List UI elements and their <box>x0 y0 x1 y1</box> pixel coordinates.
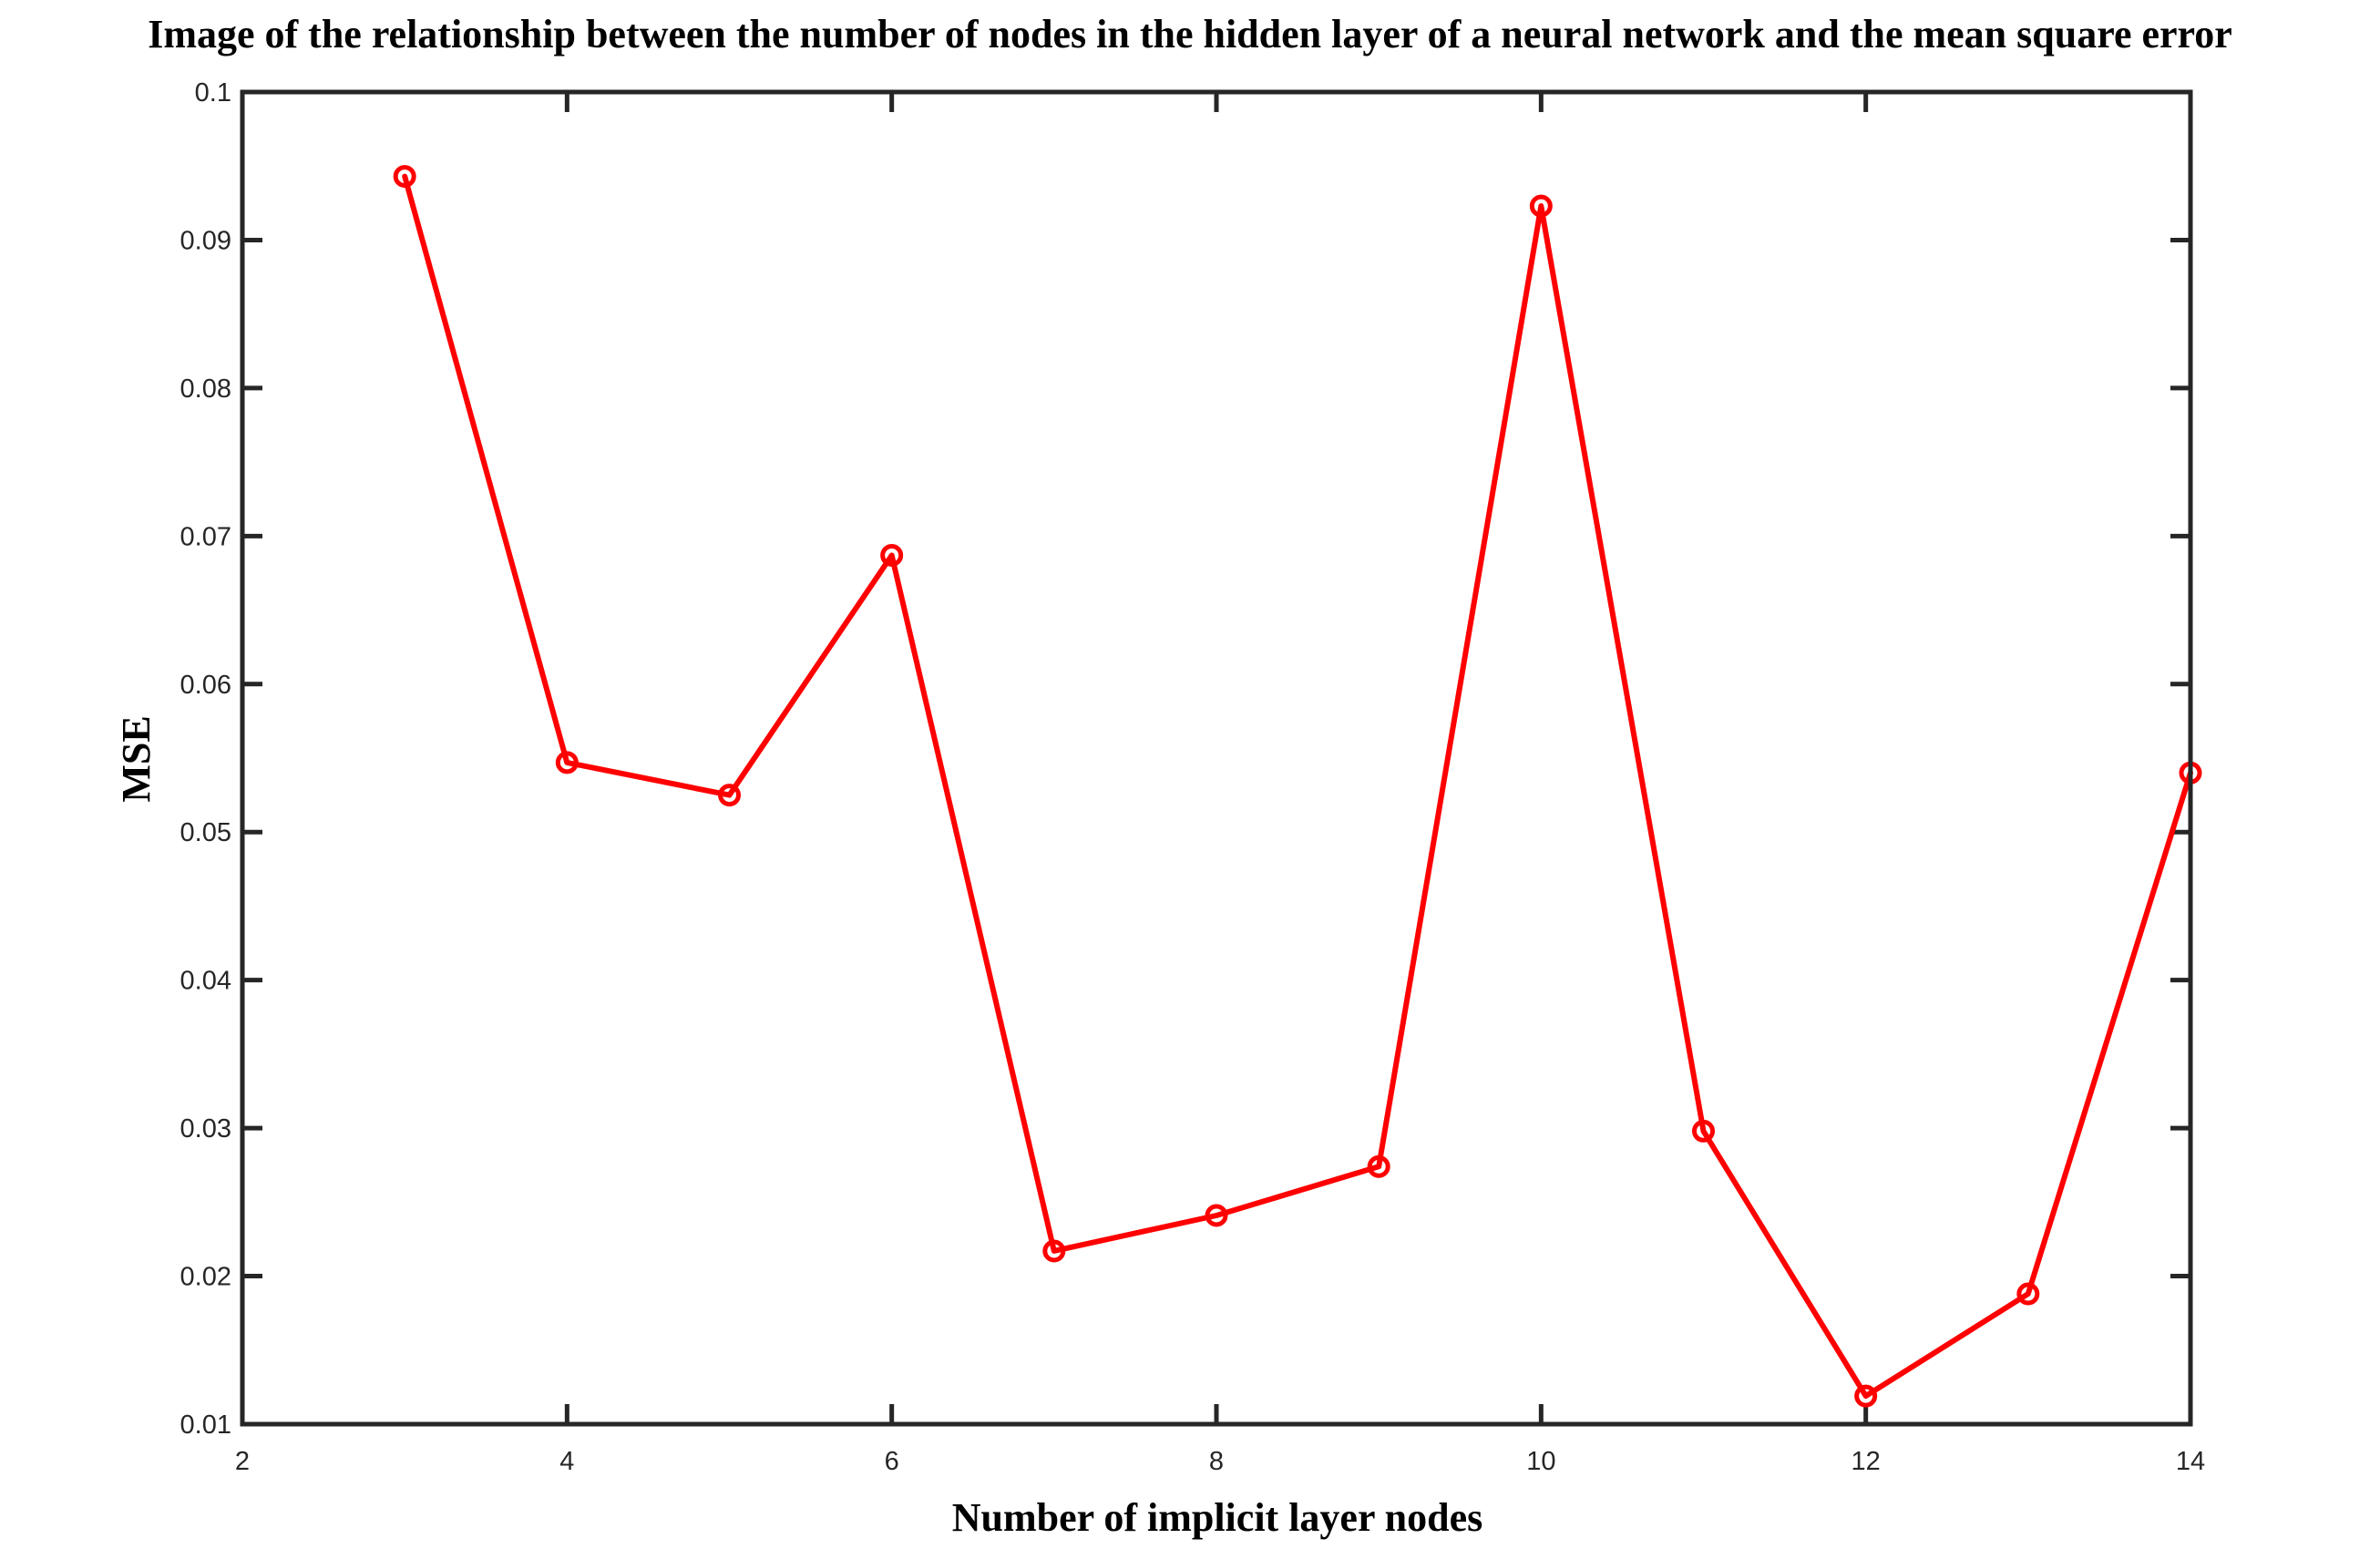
x-tick-label: 12 <box>1852 1447 1881 1476</box>
y-tick-label: 0.08 <box>180 374 231 404</box>
x-tick-label: 4 <box>559 1447 574 1476</box>
x-tick-label: 10 <box>1526 1447 1555 1476</box>
data-point-marker <box>1367 1154 1390 1178</box>
y-tick-label: 0.02 <box>180 1263 231 1292</box>
y-axis-label: MSE <box>114 715 159 802</box>
y-tick-label: 0.09 <box>180 226 231 255</box>
data-point-marker <box>2016 1282 2040 1306</box>
y-tick-label: 0.04 <box>180 967 231 996</box>
y-tick-label: 0.07 <box>180 522 231 551</box>
x-tick-label: 6 <box>885 1447 899 1476</box>
y-tick-label: 0.03 <box>180 1114 231 1144</box>
data-point-marker <box>718 784 741 807</box>
x-tick-label: 8 <box>1209 1447 1224 1476</box>
data-point-marker <box>1529 194 1553 218</box>
data-point-marker <box>1042 1239 1066 1263</box>
y-tick-label: 0.01 <box>180 1410 231 1440</box>
series-line <box>402 173 2193 1400</box>
series-layer <box>393 165 2202 1408</box>
data-point-marker <box>1692 1119 1715 1143</box>
x-axis-label: Number of implicit layer nodes <box>952 1495 1483 1540</box>
data-point-marker <box>1205 1204 1228 1227</box>
data-point-marker <box>555 751 579 774</box>
y-tick-label: 0.06 <box>180 671 231 700</box>
x-tick-label: 2 <box>235 1447 250 1476</box>
y-tick-label: 0.05 <box>180 818 231 847</box>
data-point-marker <box>393 165 416 189</box>
data-point-marker <box>880 543 904 567</box>
plot-frame <box>240 89 2193 1427</box>
chart-title: Image of the relationship between the nu… <box>148 12 2232 56</box>
data-point-marker <box>1854 1384 1878 1408</box>
x-tick-label: 14 <box>2176 1447 2205 1476</box>
tick-labels-layer: 2 4 6 8 10 12 14 0.01 0.02 0.03 0.04 0.05 0.06 0.07 0.… <box>180 78 2206 1476</box>
y-tick-label: 0.1 <box>195 78 231 108</box>
